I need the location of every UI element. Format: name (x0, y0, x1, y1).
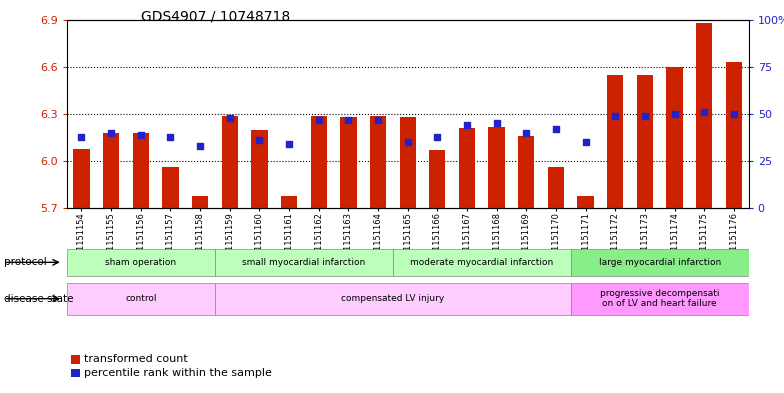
Bar (67, 249, 215, 275)
Bar (103, 133, 119, 208)
Bar (215, 249, 393, 275)
Bar (281, 196, 297, 208)
Point (372, 116, 384, 123)
Bar (222, 116, 238, 208)
Point (253, 137, 266, 143)
Bar (548, 167, 564, 208)
Point (401, 139, 414, 145)
Bar (726, 62, 742, 208)
Bar (215, 283, 571, 314)
Text: large myocardial infarction: large myocardial infarction (599, 258, 720, 267)
Text: transformed count: transformed count (84, 354, 187, 364)
Point (283, 141, 296, 147)
Bar (251, 130, 267, 208)
Point (75, 134, 88, 140)
Bar (67, 283, 215, 314)
Bar (578, 196, 593, 208)
Text: control: control (125, 294, 157, 303)
Point (579, 139, 592, 145)
Point (461, 122, 474, 129)
Point (728, 111, 740, 117)
Bar (571, 283, 749, 314)
Bar (74, 149, 89, 208)
Bar (393, 249, 571, 275)
Point (164, 134, 176, 140)
Point (609, 113, 622, 119)
Bar (607, 75, 623, 208)
Point (342, 116, 354, 123)
Bar (400, 117, 416, 208)
Text: percentile rank within the sample: percentile rank within the sample (84, 368, 272, 378)
Bar (192, 196, 209, 208)
Point (431, 134, 444, 140)
Bar (518, 136, 535, 208)
Point (135, 132, 147, 138)
Text: protocol: protocol (4, 257, 47, 267)
Point (639, 113, 652, 119)
Point (698, 109, 710, 115)
Bar (162, 167, 179, 208)
Text: sham operation: sham operation (105, 258, 176, 267)
Bar (370, 116, 387, 208)
Point (668, 111, 681, 117)
Bar (340, 117, 357, 208)
Text: compensated LV injury: compensated LV injury (341, 294, 445, 303)
Bar (310, 116, 327, 208)
Point (223, 115, 236, 121)
Bar (696, 23, 713, 208)
Text: small myocardial infarction: small myocardial infarction (242, 258, 365, 267)
Bar (459, 128, 475, 208)
Bar (666, 67, 683, 208)
Bar (637, 75, 653, 208)
Point (490, 120, 503, 127)
Bar (429, 150, 445, 208)
Text: progressive decompensati
on of LV and heart failure: progressive decompensati on of LV and he… (600, 289, 720, 309)
Point (520, 130, 532, 136)
Bar (132, 133, 149, 208)
Bar (488, 127, 505, 208)
Point (105, 130, 118, 136)
Text: moderate myocardial infarction: moderate myocardial infarction (410, 258, 554, 267)
Point (194, 143, 206, 149)
Text: GDS4907 / 10748718: GDS4907 / 10748718 (141, 10, 290, 24)
Text: disease state: disease state (4, 294, 74, 304)
Point (313, 116, 325, 123)
Point (550, 126, 562, 132)
Bar (571, 249, 749, 275)
